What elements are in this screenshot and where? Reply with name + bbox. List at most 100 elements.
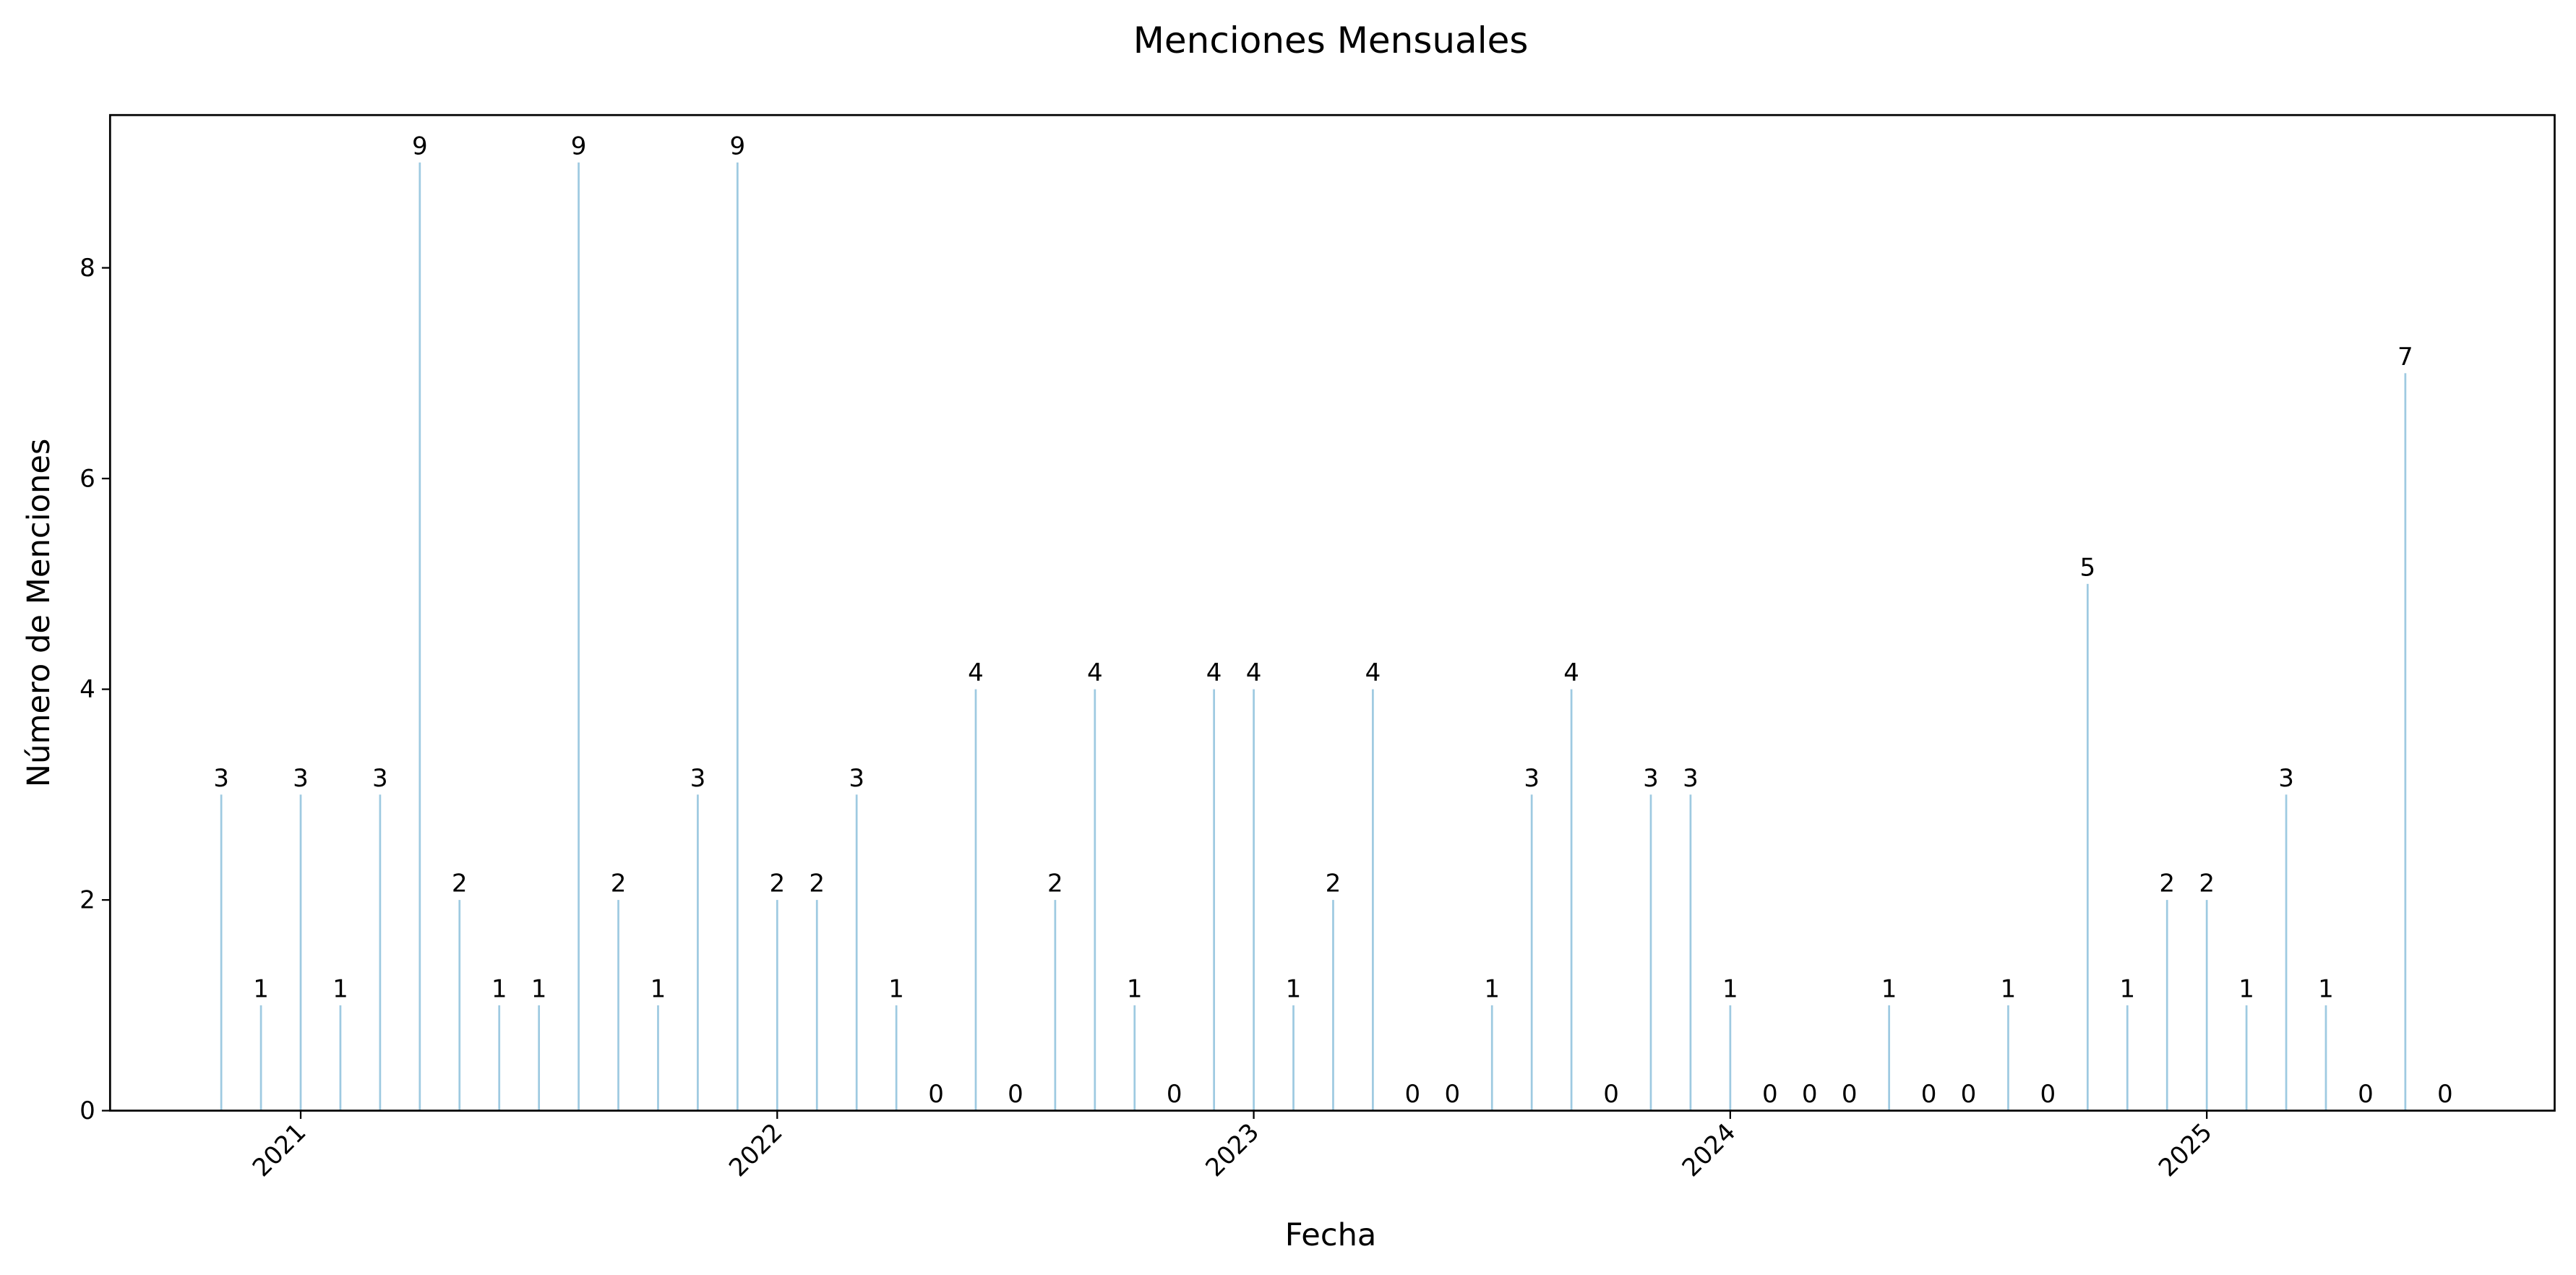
bar (1133, 1005, 1136, 1111)
bar (418, 162, 421, 1111)
y-tick-label: 4 (80, 675, 95, 704)
value-label: 2 (809, 870, 825, 898)
value-label: 0 (1405, 1080, 1421, 1109)
bar (1530, 794, 1533, 1111)
value-label: 1 (1722, 974, 1738, 1003)
x-axis-label: Fecha (1285, 1217, 1377, 1253)
bar (578, 162, 580, 1111)
bar (1372, 689, 1374, 1111)
bar (2245, 1005, 2248, 1111)
bar (2324, 1005, 2327, 1111)
value-label: 0 (2358, 1080, 2374, 1109)
bar (2165, 900, 2168, 1111)
value-label: 9 (730, 132, 746, 160)
value-label: 7 (2397, 343, 2413, 372)
bar (776, 900, 778, 1111)
value-label: 3 (213, 764, 229, 793)
value-label: 2 (769, 870, 785, 898)
value-label: 4 (1563, 658, 1579, 687)
bar (1292, 1005, 1295, 1111)
value-label: 1 (2119, 974, 2135, 1003)
value-label: 4 (1087, 658, 1103, 687)
value-label: 0 (1603, 1080, 1619, 1109)
bar (299, 794, 302, 1111)
bar (617, 900, 619, 1111)
value-label: 3 (690, 764, 706, 793)
value-label: 2 (1326, 870, 1341, 898)
bar (379, 794, 382, 1111)
value-label: 0 (1961, 1080, 1977, 1109)
value-label: 2 (611, 870, 627, 898)
bar (2126, 1005, 2129, 1111)
value-label: 1 (332, 974, 348, 1003)
value-label: 0 (2040, 1080, 2056, 1109)
bar (657, 1005, 659, 1111)
bar (1332, 900, 1334, 1111)
value-label: 1 (2238, 974, 2254, 1003)
value-label: 1 (253, 974, 269, 1003)
value-label: 0 (1008, 1080, 1023, 1109)
bar (1253, 689, 1255, 1111)
value-label: 1 (888, 974, 904, 1003)
bar (697, 794, 699, 1111)
bar (895, 1005, 898, 1111)
y-tick-label: 8 (80, 254, 95, 283)
value-label: 1 (1127, 974, 1143, 1003)
value-label: 1 (531, 974, 547, 1003)
value-label: 3 (372, 764, 388, 793)
value-label: 3 (1683, 764, 1699, 793)
value-label: 4 (1246, 658, 1262, 687)
bar (1570, 689, 1573, 1111)
bar (1649, 794, 1652, 1111)
value-label: 1 (1484, 974, 1500, 1003)
value-label: 9 (571, 132, 587, 160)
value-label: 2 (2199, 870, 2215, 898)
bar (1729, 1005, 1732, 1111)
bar (2404, 373, 2407, 1111)
bar (736, 162, 739, 1111)
value-label: 0 (1762, 1080, 1778, 1109)
y-tick-label: 0 (80, 1096, 95, 1125)
bar (974, 689, 977, 1111)
value-label: 2 (2159, 870, 2175, 898)
bar (220, 794, 223, 1111)
y-tick-label: 6 (80, 464, 95, 493)
value-label: 4 (1365, 658, 1381, 687)
value-label: 3 (849, 764, 864, 793)
value-label: 2 (452, 870, 468, 898)
bar (815, 900, 818, 1111)
bar (2285, 794, 2288, 1111)
bar (458, 900, 461, 1111)
bar (1213, 689, 1216, 1111)
value-label: 4 (968, 658, 984, 687)
value-label: 1 (651, 974, 666, 1003)
value-label: 5 (2080, 553, 2096, 582)
bar (339, 1005, 342, 1111)
value-label: 0 (1444, 1080, 1460, 1109)
bar (498, 1005, 501, 1111)
value-label: 1 (2318, 974, 2334, 1003)
value-label: 1 (2001, 974, 2017, 1003)
bar (538, 1005, 541, 1111)
value-label: 0 (1842, 1080, 1858, 1109)
value-label: 0 (1167, 1080, 1182, 1109)
value-label: 1 (1286, 974, 1302, 1003)
y-axis-label: Número de Menciones (21, 439, 57, 788)
bar (1054, 900, 1057, 1111)
value-label: 3 (1524, 764, 1540, 793)
bar (259, 1005, 262, 1111)
bar (2007, 1005, 2009, 1111)
bar (855, 794, 858, 1111)
value-label: 4 (1206, 658, 1222, 687)
bar (2086, 583, 2089, 1111)
value-label: 3 (1643, 764, 1659, 793)
bar (1490, 1005, 1493, 1111)
value-label: 3 (293, 764, 309, 793)
value-label: 0 (1802, 1080, 1818, 1109)
bar (1689, 794, 1692, 1111)
value-label: 2 (1047, 870, 1063, 898)
value-label: 9 (412, 132, 428, 160)
bar (1094, 689, 1096, 1111)
value-label: 1 (491, 974, 507, 1003)
